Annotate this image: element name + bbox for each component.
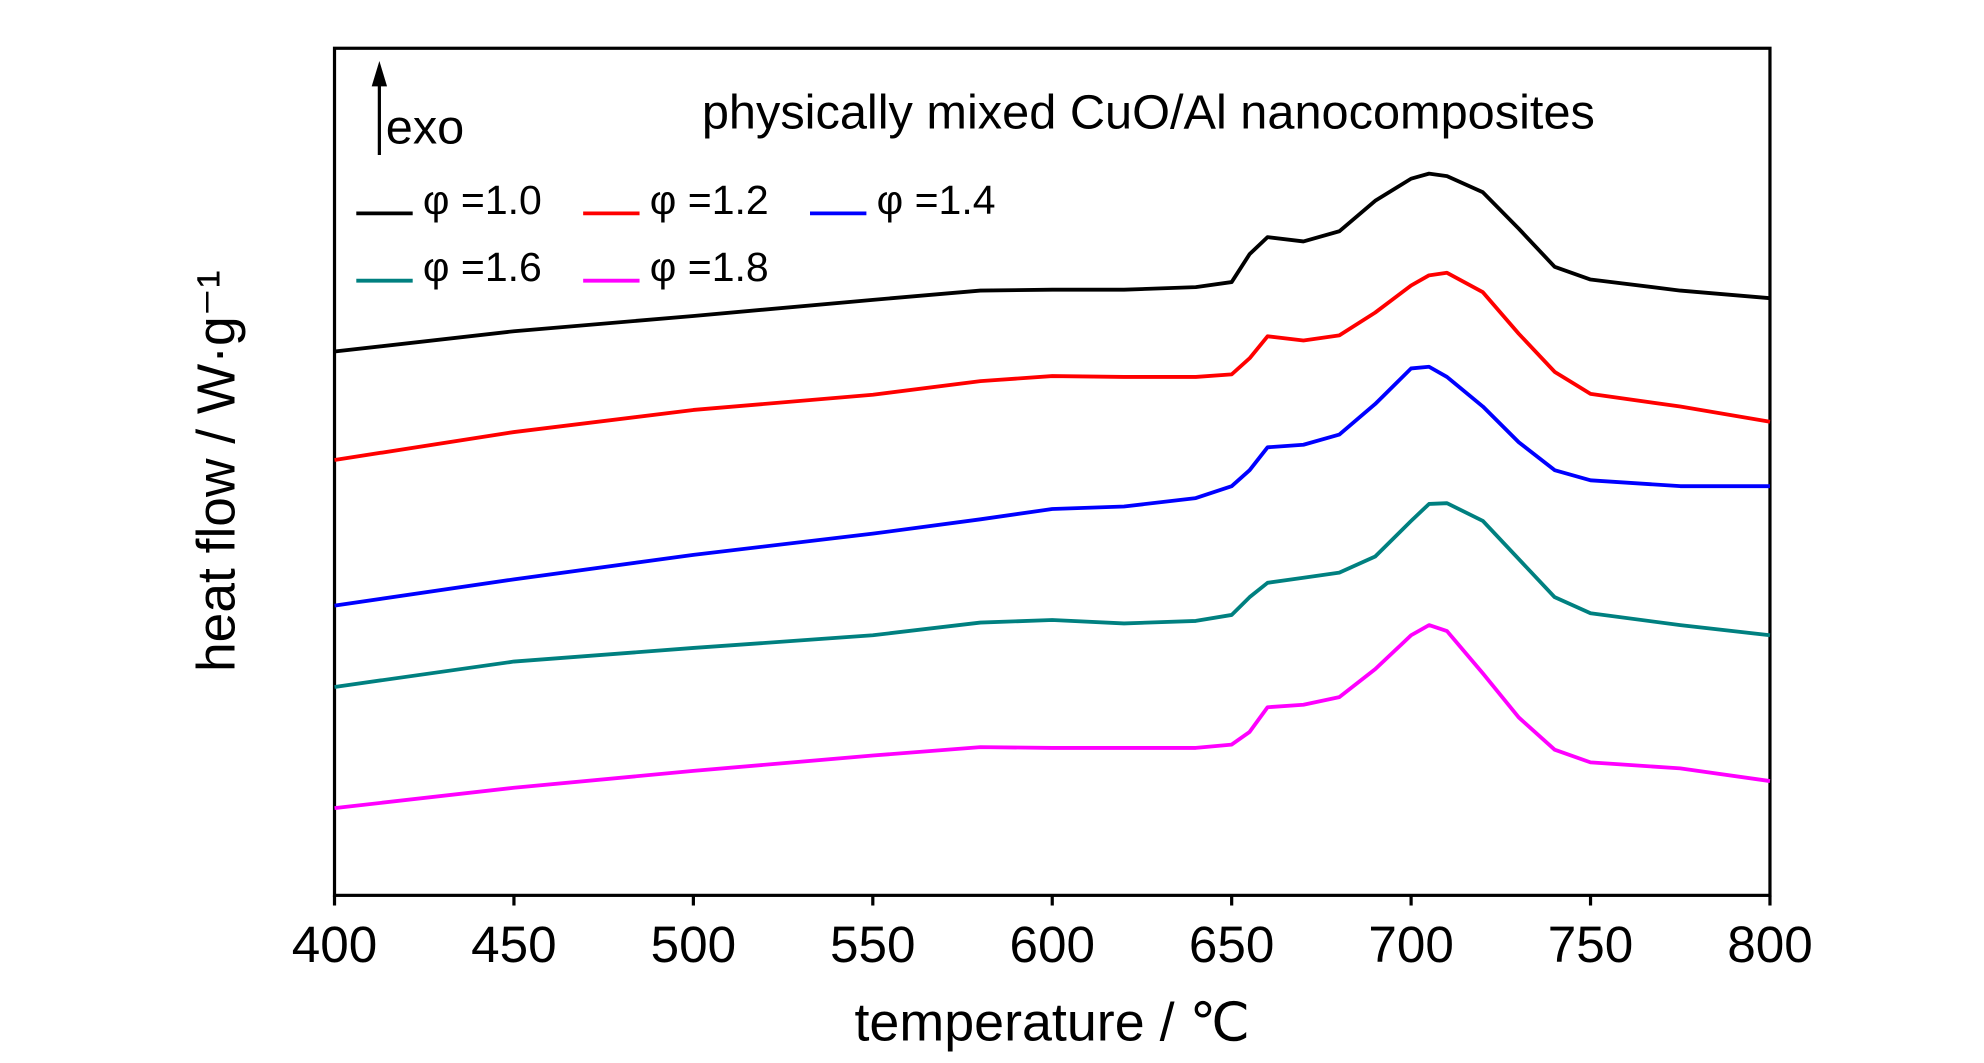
x-axis-label: temperature / ℃ [854,992,1249,1052]
series-line [334,501,1771,689]
legend-label: φ =1.6 [423,244,542,290]
series-line [334,171,1771,354]
x-tick-label: 550 [830,916,916,973]
series-line [334,364,1770,608]
y-axis-label: heat flow / W·g⁻¹ [186,270,246,672]
legend-label: φ =1.0 [423,177,542,223]
x-tick-label: 600 [1009,916,1095,973]
x-tick-label: 700 [1368,916,1454,973]
x-tick-label: 800 [1727,916,1813,973]
legend-label: φ =1.4 [877,177,996,223]
exo-arrow-head [371,60,388,87]
x-tick-label: 500 [651,916,737,973]
legend-label: φ =1.8 [650,244,769,290]
x-tick-label: 450 [471,916,557,973]
annotation: exo [386,101,465,155]
x-tick-label: 650 [1189,916,1275,973]
series-line [334,270,1771,462]
x-tick-label: 400 [292,916,378,973]
series-line [334,623,1771,811]
x-tick-label: 750 [1548,916,1634,973]
chart-title: physically mixed CuO/Al nanocomposites [702,86,1595,140]
legend-label: φ =1.2 [650,177,769,223]
